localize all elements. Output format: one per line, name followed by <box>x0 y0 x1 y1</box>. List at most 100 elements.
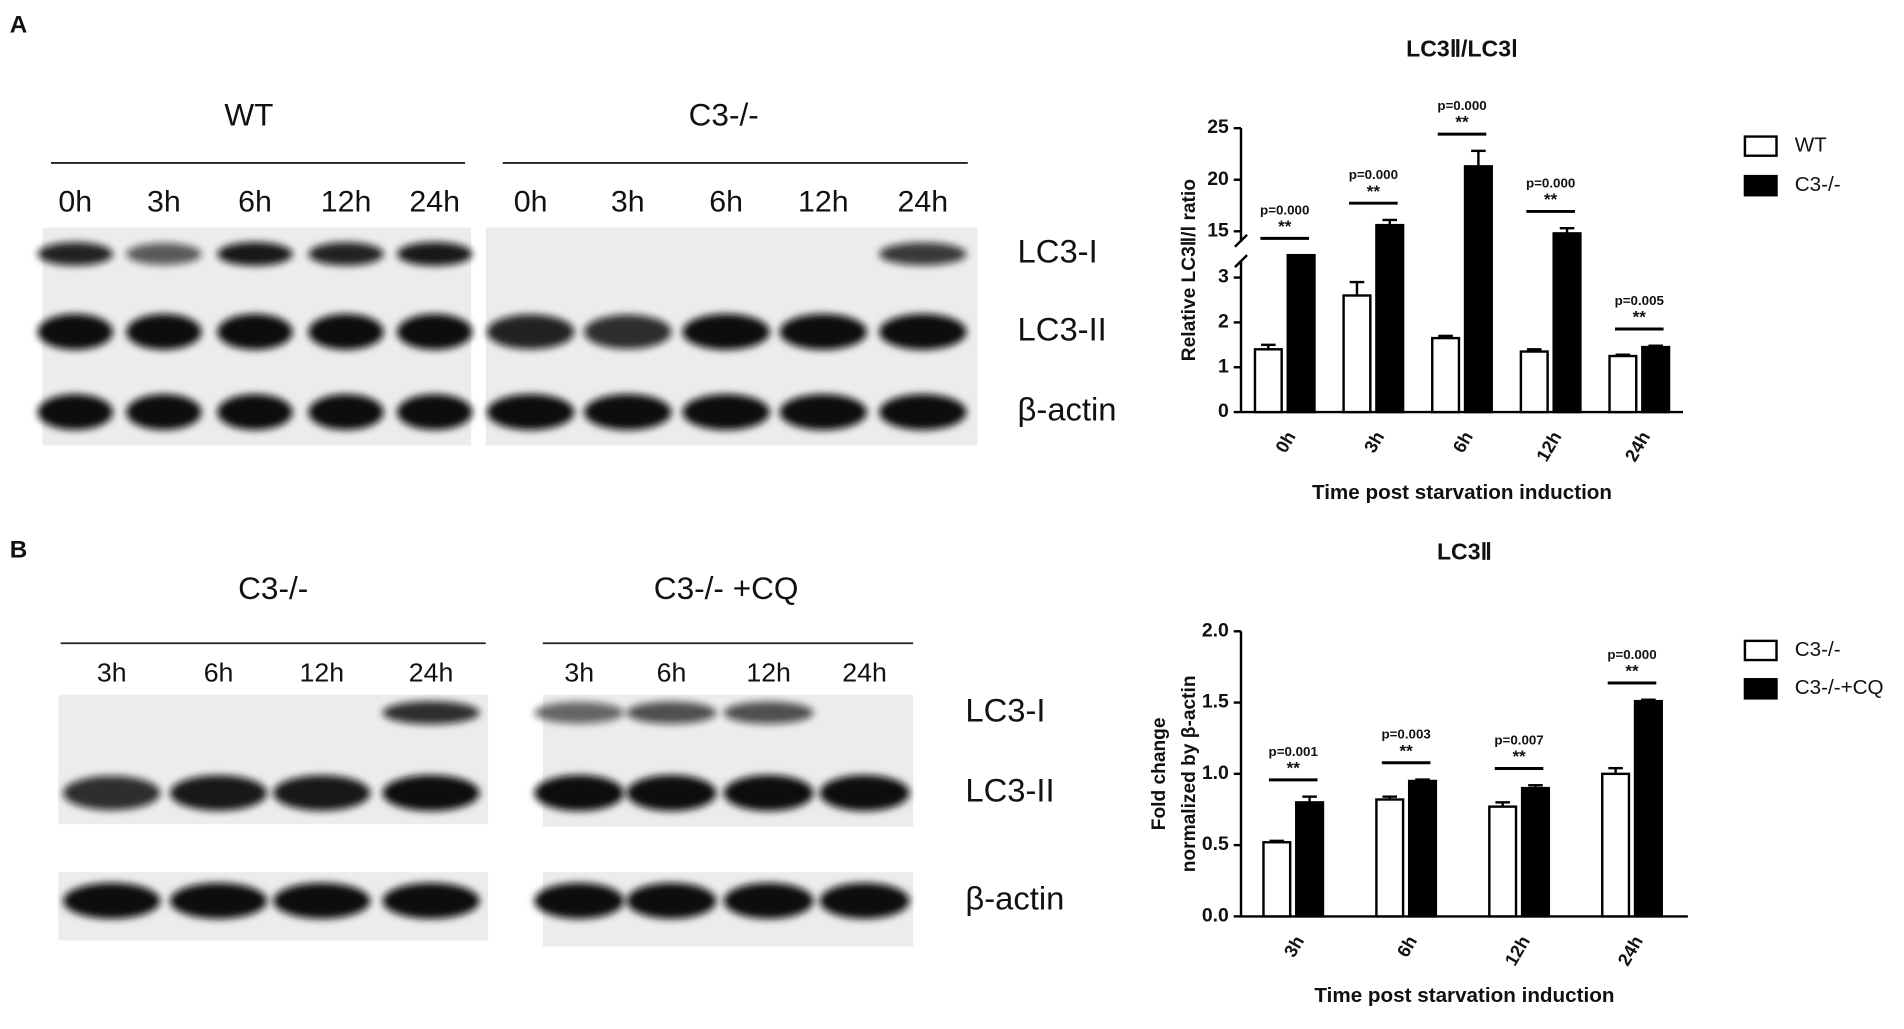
blot-band <box>126 313 202 350</box>
blot-row-label: β-actin <box>1018 392 1117 428</box>
blot-band <box>879 394 967 431</box>
blot-band <box>682 313 770 350</box>
y-tick-label: 3 <box>1218 267 1229 288</box>
blot-band <box>126 242 202 265</box>
blot-group-title: C3-/- +CQ <box>654 571 799 606</box>
bar <box>1519 350 1549 414</box>
bar <box>1488 805 1518 918</box>
significance-stars: ** <box>1287 759 1301 778</box>
p-value: p=0.003 <box>1381 727 1430 742</box>
blot-band <box>273 775 371 811</box>
significance-stars: ** <box>1400 742 1414 761</box>
blot-band <box>626 775 717 811</box>
y-tick-label: 1.5 <box>1202 692 1229 713</box>
lane-label: 12h <box>300 658 345 688</box>
bar <box>1633 699 1663 918</box>
x-tick-label: 3h <box>1280 932 1308 960</box>
x-tick-label: 24h <box>1621 428 1654 465</box>
lane-label: 24h <box>409 186 460 219</box>
blot-band <box>486 314 575 350</box>
bar <box>1407 779 1438 918</box>
blot-band <box>682 394 770 431</box>
blot-band <box>626 882 717 919</box>
legend-swatch <box>1743 135 1778 157</box>
blot-group-title: WT <box>224 98 273 133</box>
blot-band <box>534 882 625 919</box>
p-value: p=0.000 <box>1526 175 1575 190</box>
bar <box>1641 345 1671 414</box>
significance-stars: ** <box>1512 747 1526 766</box>
significance-stars: ** <box>1625 662 1639 681</box>
chart-title: LC3Ⅱ <box>1437 539 1492 565</box>
bar <box>1262 841 1292 918</box>
x-axis-label: Time post starvation induction <box>1314 984 1614 1007</box>
legend-label: C3-/-+CQ <box>1795 676 1884 699</box>
bar <box>1375 798 1405 918</box>
x-tick-label: 12h <box>1532 428 1565 465</box>
blot-band <box>382 701 480 725</box>
blot-band <box>170 882 268 919</box>
blot-band <box>486 394 575 431</box>
blot-band <box>37 242 113 266</box>
blot-band <box>382 775 480 811</box>
p-value: p=0.000 <box>1349 167 1398 182</box>
lane-label: 24h <box>409 658 454 688</box>
x-tick-label: 6h <box>1449 428 1477 456</box>
x-tick-label: 0h <box>1272 428 1300 456</box>
legend-swatch <box>1743 678 1778 700</box>
blot-band <box>397 394 473 431</box>
blot-band <box>273 882 371 919</box>
blot-band <box>626 701 717 724</box>
bar <box>1601 772 1631 918</box>
lane-label: 24h <box>842 658 887 688</box>
significance-stars: ** <box>1367 182 1381 201</box>
legend-label: C3-/- <box>1795 638 1841 661</box>
significance-stars: ** <box>1278 217 1292 236</box>
blot-band <box>382 882 480 919</box>
blot-band <box>779 394 867 431</box>
p-value: p=0.005 <box>1615 293 1664 308</box>
bar <box>1342 294 1372 414</box>
bar <box>1552 232 1582 414</box>
lane-label: 3h <box>611 186 645 219</box>
bar <box>1253 348 1283 414</box>
blot-band <box>217 242 293 266</box>
blot-row-label: β-actin <box>965 881 1064 917</box>
legend-label: C3-/- <box>1795 173 1841 196</box>
x-tick-label: 6h <box>1393 932 1421 960</box>
blot-band <box>723 775 814 811</box>
y-tick-label: 2.0 <box>1202 620 1229 641</box>
y-tick-label: 2 <box>1218 312 1229 333</box>
bar <box>1431 336 1461 414</box>
legend-label: WT <box>1795 134 1828 157</box>
blot-row-label: LC3-II <box>1018 312 1107 348</box>
bar <box>1375 223 1405 414</box>
blot-band <box>779 313 867 350</box>
blot-band <box>37 313 113 350</box>
blot-band <box>723 701 814 724</box>
blot-band <box>63 882 161 919</box>
blot-group-title: C3-/- <box>689 98 759 133</box>
blot-band <box>308 313 384 350</box>
blot-band <box>397 242 473 266</box>
y-tick-label: 15 <box>1207 220 1229 241</box>
y-tick-label: 20 <box>1207 169 1229 190</box>
panel-letter: B <box>10 537 28 564</box>
lane-label: 24h <box>898 186 949 219</box>
y-tick-label: 0.5 <box>1202 834 1229 855</box>
panel-letter: A <box>10 12 28 39</box>
blot-band <box>37 394 113 431</box>
blot-band <box>819 775 910 811</box>
lane-label: 0h <box>514 186 548 219</box>
bar <box>1463 165 1493 414</box>
y-tick-label: 1.0 <box>1202 763 1229 784</box>
x-axis-label: Time post starvation induction <box>1312 481 1612 504</box>
blot-band <box>534 775 625 811</box>
blot-band <box>63 775 161 811</box>
blot-band <box>584 394 672 431</box>
blot-band <box>879 313 967 350</box>
blot-band <box>819 882 910 919</box>
p-value: p=0.001 <box>1269 744 1318 759</box>
p-value: p=0.007 <box>1494 732 1543 747</box>
